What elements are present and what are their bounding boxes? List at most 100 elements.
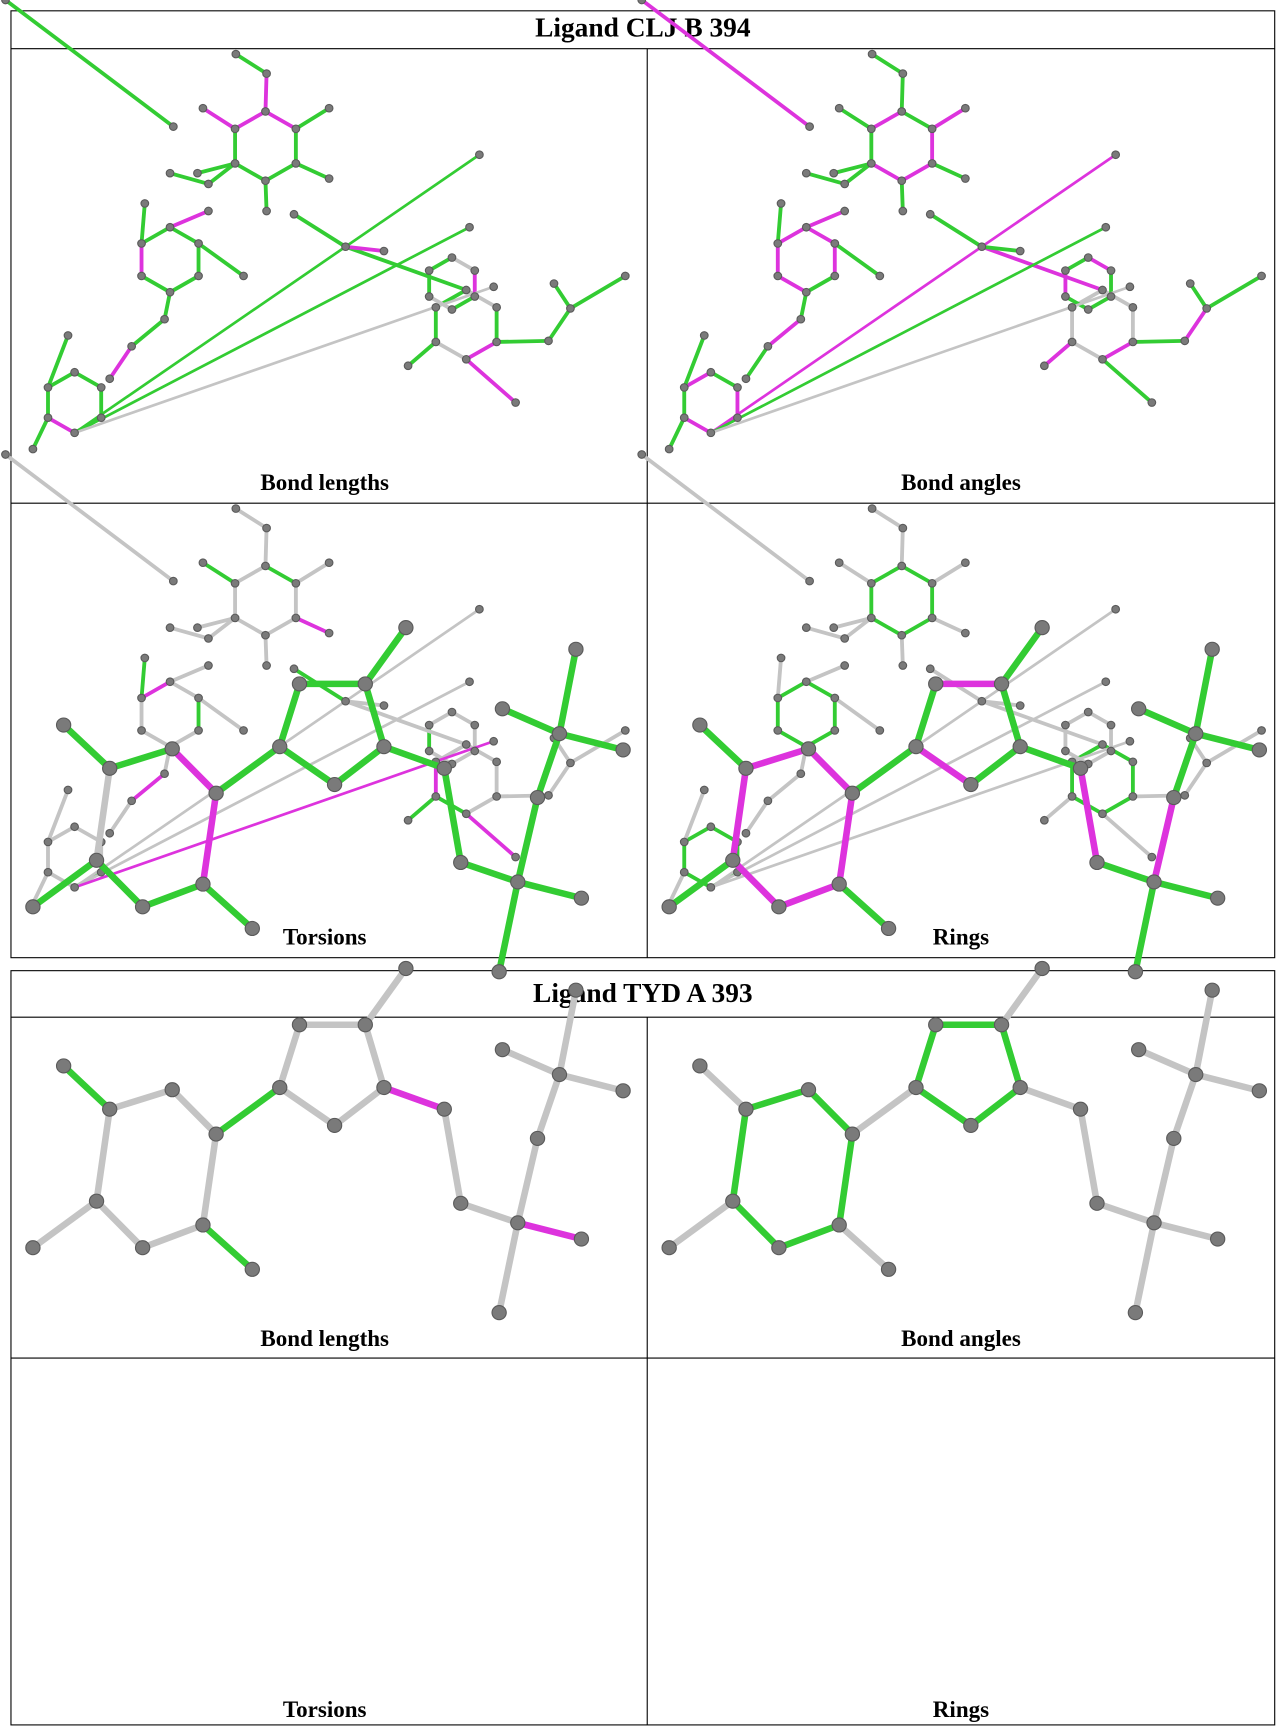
atom [465,222,474,232]
atom [927,124,937,134]
atom [897,561,907,571]
bond [804,679,837,700]
bond [708,370,740,390]
table-clj: Ligand CLJ B 394 Bond lengths Bond angle… [10,10,1276,959]
bond [293,616,332,635]
bond [804,625,847,641]
atom [1083,253,1093,262]
atom [510,1215,526,1231]
atom [465,677,474,687]
bond [168,745,220,797]
atom [866,159,876,168]
atom [291,613,301,623]
atom [193,623,202,632]
atom [1061,266,1070,275]
atom [1146,1215,1162,1231]
atom [1127,964,1144,980]
bond [233,52,269,76]
bond [930,161,968,181]
bond [682,370,713,390]
bond [682,415,713,435]
atom [993,676,1010,692]
atom [105,828,115,838]
atom [324,628,334,638]
atom [733,383,742,392]
atom [239,726,248,735]
atom [566,304,575,313]
atom [326,776,343,793]
bond [263,161,298,183]
bond [46,415,77,435]
bond [440,1105,465,1207]
bond [1100,340,1135,362]
bond [233,564,268,586]
bond [979,699,1105,747]
atom [208,785,224,801]
atom [1180,791,1190,800]
bond [1130,338,1187,344]
atom [1128,757,1138,767]
atom [195,876,211,892]
bond [831,616,874,630]
bond [46,824,77,844]
bond [60,1062,113,1113]
atom [43,413,53,423]
atom [403,361,413,371]
atom [867,504,877,513]
bond [775,201,783,246]
atom [230,124,240,134]
molecule [637,450,1266,908]
atom [244,1261,260,1277]
bond [440,765,465,866]
bond [912,680,940,750]
bond [1042,794,1074,823]
bond [30,415,50,451]
bond [775,274,809,295]
atom [706,428,716,438]
atom [880,920,897,937]
atom [403,815,413,825]
atom [1209,890,1226,906]
bond [967,743,1024,788]
atom [489,282,499,292]
atom [1180,336,1190,346]
atom [88,1193,105,1209]
atom [105,374,115,384]
atom [447,707,457,717]
atom [866,578,876,588]
bond [682,333,707,390]
bond [899,526,905,568]
molecule [25,960,631,1321]
atom [494,701,511,717]
bond [709,285,1132,435]
bond [276,680,303,750]
atom [261,630,270,640]
bond [343,699,469,747]
atom [137,726,146,735]
atom [262,206,271,216]
bond [842,616,874,641]
bond [998,965,1046,1029]
bond [168,225,201,246]
atom [960,628,970,638]
bond [206,616,237,641]
bond [639,452,812,583]
bond [1150,1135,1178,1227]
bond [464,357,518,405]
bond [3,452,176,583]
atom [164,741,180,757]
atom [453,854,469,871]
bond [765,317,803,349]
bond [168,1086,220,1138]
atom [193,168,202,178]
bond [331,743,388,788]
atom [55,717,72,733]
molecule [1,450,630,908]
bond [546,761,573,798]
atom [510,874,526,890]
bond [201,106,237,131]
atom [566,758,575,768]
table-title: Ligand TYD A 393 [533,978,753,1008]
atom [1257,271,1266,281]
bond [870,52,905,76]
